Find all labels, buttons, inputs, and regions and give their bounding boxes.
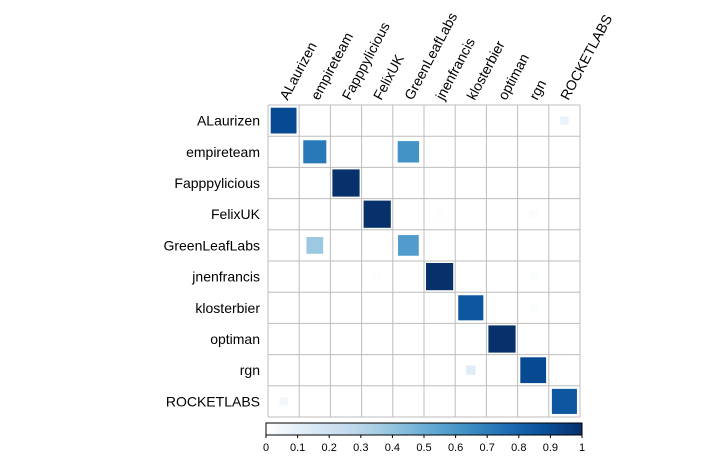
heatmap-cell-0-0	[270, 107, 297, 134]
heatmap-cell-4-4	[398, 235, 419, 256]
heatmap-cell-9-0	[279, 397, 288, 406]
heatmap-cell-5-5	[426, 263, 454, 291]
column-label: ROCKETLABS	[557, 12, 615, 103]
colorbar-tick-label: 0.7	[480, 442, 495, 454]
row-label: FelixUK	[211, 206, 261, 222]
row-label: ROCKETLABS	[166, 393, 260, 409]
heatmap-cell-6-8	[529, 303, 538, 312]
colorbar-tick-label: 0.4	[385, 442, 400, 454]
colorbar-tick-label: 1	[579, 442, 585, 454]
row-label: GreenLeafLabs	[163, 237, 260, 253]
heatmap-cell-8-6	[466, 365, 476, 375]
colorbar-legend: 0 0.1 0.2 0.3 0.4 0.5 0.6 0.7 0.8 0.9 1	[263, 422, 585, 454]
heatmap-cell-2-2	[332, 169, 360, 197]
colorbar-tick-label: 0.6	[448, 442, 463, 454]
heatmap-cell-3-8	[529, 210, 538, 219]
heatmap-cell-7-7	[488, 325, 516, 353]
colorbar-tick-label: 0.5	[416, 442, 431, 454]
row-label: Fapppylicious	[174, 175, 260, 191]
colorbar-tick-label: 0.3	[353, 442, 368, 454]
row-label: empireteam	[186, 144, 260, 160]
heatmap-cell-1-1	[303, 140, 327, 164]
heatmap-cell-3-3	[363, 200, 391, 228]
colorbar-tick-label: 0.9	[543, 442, 558, 454]
heatmap-cell-9-9	[551, 388, 577, 414]
row-labels: ALaurizen empireteam Fapppylicious FelixUK G…	[163, 113, 260, 410]
colorbar-tick-label: 0.1	[290, 442, 305, 454]
colorbar-gradient	[265, 422, 583, 436]
row-label: rgn	[240, 362, 260, 378]
column-labels: ALaurizenempireteamFapppyliciousFelixUKG…	[276, 10, 615, 104]
colorbar-tick-label: 0.2	[322, 442, 337, 454]
heatmap-cell-1-4	[397, 141, 420, 163]
row-label: ALaurizen	[197, 113, 260, 129]
colorbar-tick-label: 0.8	[511, 442, 526, 454]
row-label: optiman	[210, 331, 260, 347]
heatmap-cell-6-6	[458, 295, 484, 321]
row-label: jnenfrancis	[191, 269, 260, 285]
heatmap-cell-4-1	[306, 237, 324, 254]
heatmap-cell-5-3	[373, 272, 382, 281]
heatmap-grid	[267, 104, 581, 418]
row-label: klosterbier	[195, 300, 260, 316]
heatmap-cell-0-9	[560, 116, 569, 125]
column-label: rgn	[526, 77, 550, 102]
heatmap-cell-3-5	[435, 210, 444, 219]
heatmap-cells	[270, 107, 577, 414]
heatmap-cell-5-8	[529, 272, 538, 281]
heatmap-cell-8-8	[520, 357, 547, 384]
colorbar-tick-label: 0	[263, 442, 269, 454]
